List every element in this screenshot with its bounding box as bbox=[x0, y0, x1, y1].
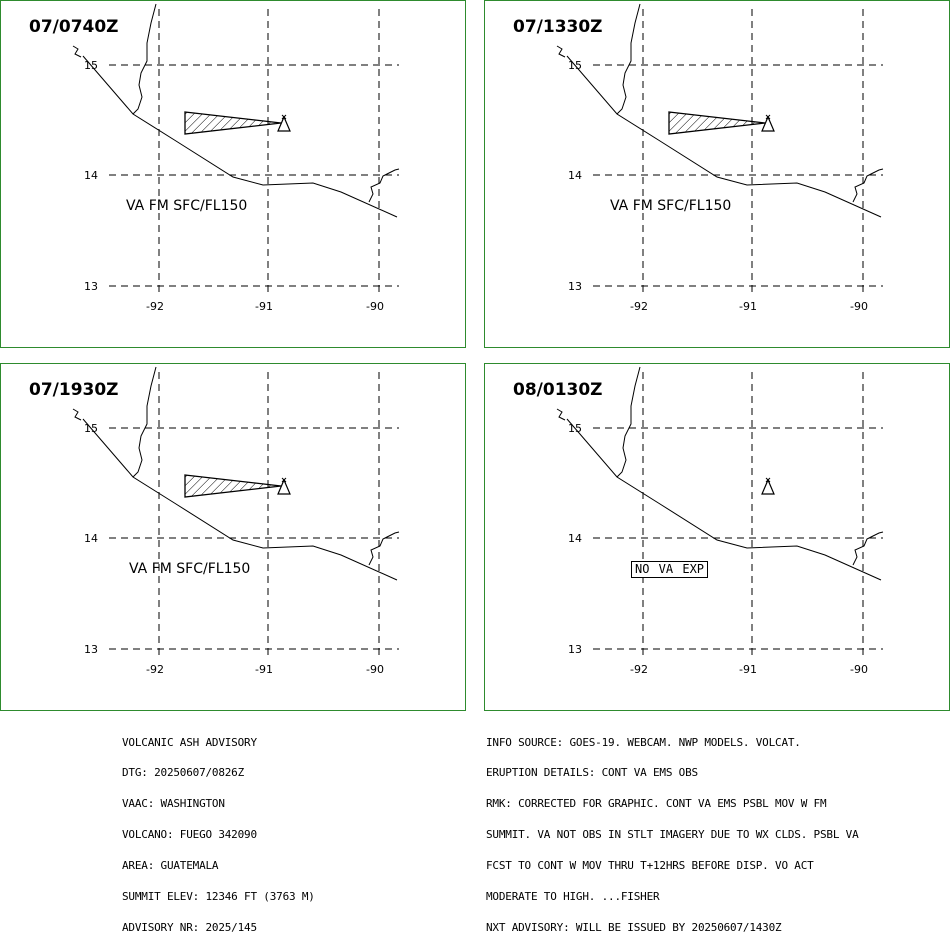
longitude-label: -90 bbox=[850, 663, 868, 676]
shore-detail bbox=[72, 408, 82, 421]
latitude-label: 15 bbox=[84, 422, 98, 435]
coastline bbox=[566, 55, 882, 218]
map-panel-3: 15 14 13 -92 -91 -90 07/1930Z VA FM SFC/FL150 bbox=[0, 363, 466, 711]
advisory-text-left: VOLCANIC ASH ADVISORY DTG: 20250607/0826… bbox=[122, 717, 315, 944]
latitude-label: 14 bbox=[84, 532, 98, 545]
shore-detail bbox=[72, 45, 82, 58]
volcano-triangle-icon bbox=[277, 477, 291, 495]
coastline bbox=[566, 418, 882, 581]
ash-cloud-polygon bbox=[184, 474, 282, 498]
ash-height-label: VA FM SFC/FL150 bbox=[129, 561, 251, 577]
ash-cloud-polygon bbox=[184, 111, 282, 135]
advisory-right-line: INFO SOURCE: GOES-19. WEBCAM. NWP MODELS… bbox=[486, 735, 801, 749]
latitude-label: 15 bbox=[568, 422, 582, 435]
longitude-label: -91 bbox=[255, 300, 273, 313]
advisory-right-line: MODERATE TO HIGH. ...FISHER bbox=[486, 890, 660, 904]
forecast-time-label: 07/1930Z bbox=[29, 380, 119, 400]
longitude-label: -90 bbox=[850, 300, 868, 313]
map-panel-2: 15 14 13 -92 -91 -90 07/1330Z VA FM SFC/FL150 bbox=[484, 0, 950, 348]
advisory-left-line: VOLCANIC ASH ADVISORY bbox=[122, 735, 257, 749]
advisory-left-line: VOLCANO: FUEGO 342090 bbox=[122, 828, 257, 842]
latitude-label: 13 bbox=[84, 280, 98, 293]
advisory-right-line: RMK: CORRECTED FOR GRAPHIC. CONT VA EMS … bbox=[486, 797, 827, 811]
longitude-label: -92 bbox=[146, 663, 164, 676]
longitude-label: -90 bbox=[366, 300, 384, 313]
longitude-label: -92 bbox=[146, 300, 164, 313]
volcano-triangle-icon bbox=[761, 477, 775, 495]
ash-height-label: VA FM SFC/FL150 bbox=[126, 198, 248, 214]
map-panel-4: 15 14 13 -92 -91 -90 08/0130Z NO VA EXP bbox=[484, 363, 950, 711]
forecast-time-label: 07/0740Z bbox=[29, 17, 119, 37]
latitude-label: 14 bbox=[568, 169, 582, 182]
border-line bbox=[616, 366, 641, 478]
advisory-left-line: AREA: GUATEMALA bbox=[122, 859, 219, 873]
border-line bbox=[368, 531, 400, 566]
advisory-right-line: NXT ADVISORY: WILL BE ISSUED BY 20250607… bbox=[486, 920, 782, 934]
no-ash-label: NO VA EXP bbox=[631, 561, 709, 578]
latitude-label: 14 bbox=[84, 169, 98, 182]
advisory-right-line: FCST TO CONT W MOV THRU T+12HRS BEFORE D… bbox=[486, 859, 814, 873]
longitude-label: -91 bbox=[739, 663, 757, 676]
latitude-label: 13 bbox=[84, 643, 98, 656]
advisory-text-right: INFO SOURCE: GOES-19. WEBCAM. NWP MODELS… bbox=[486, 717, 859, 944]
ash-cloud-polygon bbox=[668, 111, 766, 135]
advisory-left-line: VAAC: WASHINGTON bbox=[122, 797, 225, 811]
latitude-label: 14 bbox=[568, 532, 582, 545]
longitude-label: -90 bbox=[366, 663, 384, 676]
border-line bbox=[616, 3, 641, 115]
border-line bbox=[852, 168, 884, 203]
shore-detail bbox=[556, 45, 566, 58]
advisory-left-line: DTG: 20250607/0826Z bbox=[122, 766, 245, 780]
volcano-triangle-icon bbox=[277, 114, 291, 132]
latitude-label: 13 bbox=[568, 643, 582, 656]
border-line bbox=[132, 3, 157, 115]
longitude-label: -92 bbox=[630, 300, 648, 313]
border-line bbox=[852, 531, 884, 566]
advisory-left-line: SUMMIT ELEV: 12346 FT (3763 M) bbox=[122, 890, 315, 904]
advisory-right-line: ERUPTION DETAILS: CONT VA EMS OBS bbox=[486, 766, 698, 780]
longitude-label: -92 bbox=[630, 663, 648, 676]
border-line bbox=[368, 168, 400, 203]
forecast-time-label: 08/0130Z bbox=[513, 380, 603, 400]
longitude-label: -91 bbox=[739, 300, 757, 313]
latitude-label: 15 bbox=[84, 59, 98, 72]
forecast-time-label: 07/1330Z bbox=[513, 17, 603, 37]
latitude-label: 15 bbox=[568, 59, 582, 72]
volcano-triangle-icon bbox=[761, 114, 775, 132]
advisory-right-line: SUMMIT. VA NOT OBS IN STLT IMAGERY DUE T… bbox=[486, 828, 859, 842]
coastline bbox=[82, 418, 398, 581]
longitude-label: -91 bbox=[255, 663, 273, 676]
coastline bbox=[82, 55, 398, 218]
border-line bbox=[132, 366, 157, 478]
latitude-label: 13 bbox=[568, 280, 582, 293]
ash-height-label: VA FM SFC/FL150 bbox=[610, 198, 732, 214]
map-panel-1: 15 14 13 -92 -91 -90 07/0740Z VA FM SFC/FL150 bbox=[0, 0, 466, 348]
shore-detail bbox=[556, 408, 566, 421]
advisory-left-line: ADVISORY NR: 2025/145 bbox=[122, 920, 257, 934]
